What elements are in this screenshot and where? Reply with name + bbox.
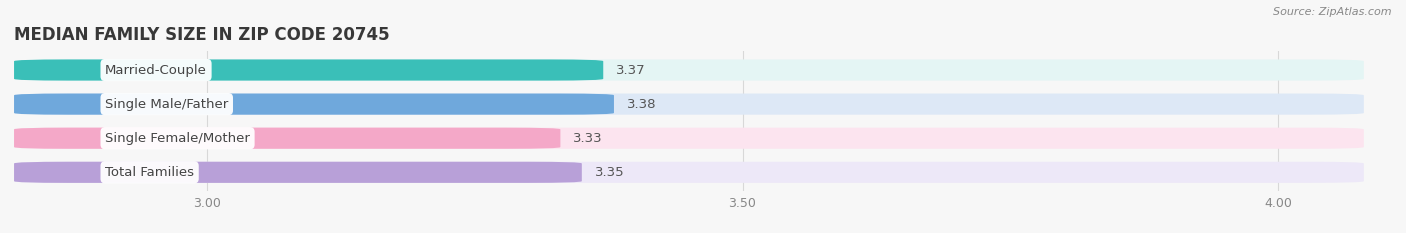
FancyBboxPatch shape xyxy=(14,93,614,115)
Text: Single Male/Father: Single Male/Father xyxy=(105,98,228,111)
FancyBboxPatch shape xyxy=(14,93,1364,115)
Text: Source: ZipAtlas.com: Source: ZipAtlas.com xyxy=(1274,7,1392,17)
Text: Total Families: Total Families xyxy=(105,166,194,179)
Text: Single Female/Mother: Single Female/Mother xyxy=(105,132,250,145)
FancyBboxPatch shape xyxy=(14,59,1364,81)
FancyBboxPatch shape xyxy=(14,162,582,183)
Text: Married-Couple: Married-Couple xyxy=(105,64,207,76)
Text: MEDIAN FAMILY SIZE IN ZIP CODE 20745: MEDIAN FAMILY SIZE IN ZIP CODE 20745 xyxy=(14,26,389,44)
FancyBboxPatch shape xyxy=(14,162,1364,183)
Text: 3.37: 3.37 xyxy=(616,64,645,76)
Text: 3.33: 3.33 xyxy=(574,132,603,145)
Text: 3.38: 3.38 xyxy=(627,98,657,111)
FancyBboxPatch shape xyxy=(14,59,603,81)
FancyBboxPatch shape xyxy=(14,128,1364,149)
FancyBboxPatch shape xyxy=(14,128,561,149)
Text: 3.35: 3.35 xyxy=(595,166,624,179)
